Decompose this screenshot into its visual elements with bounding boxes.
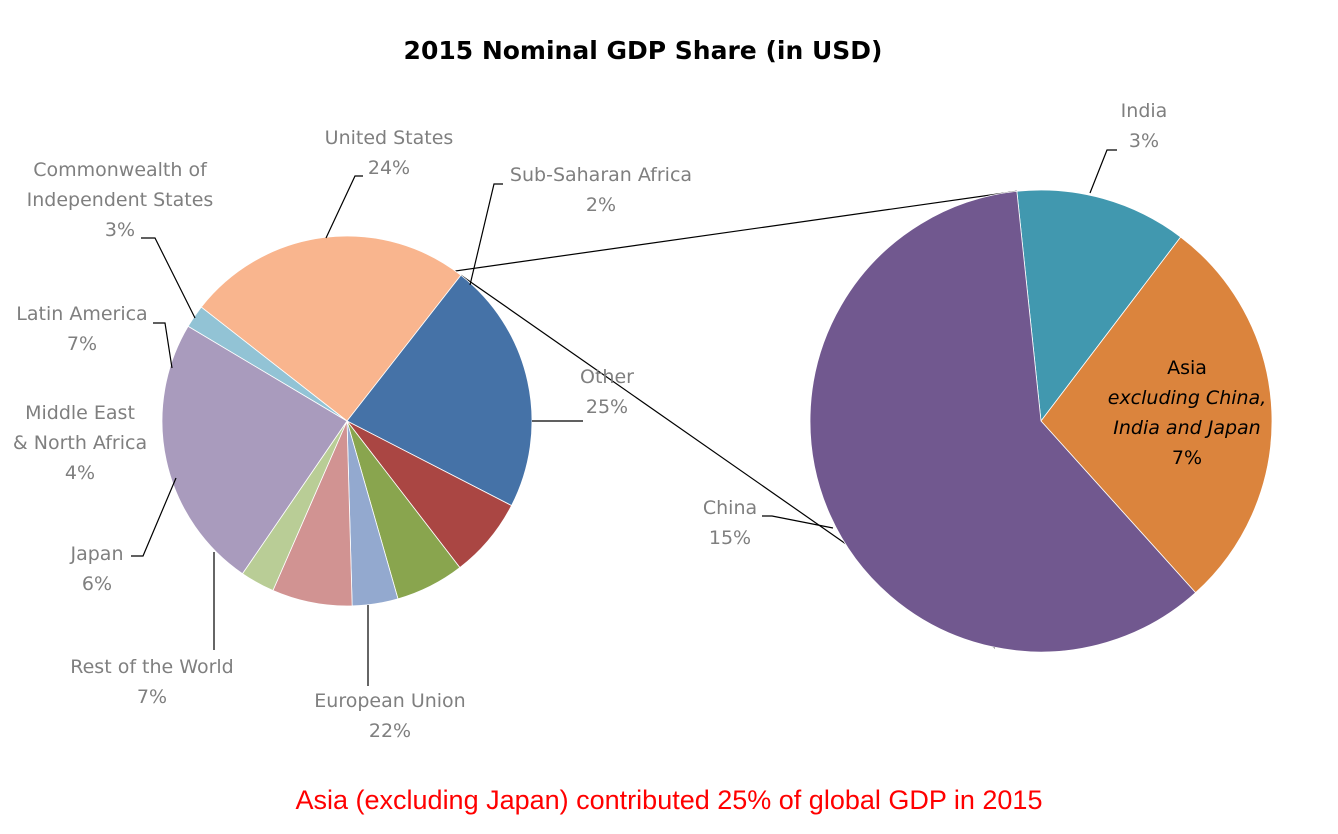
main-value-rest-of-the-world: 7%: [137, 686, 167, 708]
main-label-european-union: European Union 22%: [314, 690, 465, 742]
main-value-united-states: 24%: [368, 157, 410, 179]
main-label-line: Other: [580, 366, 634, 388]
sub-pie: [809, 189, 1273, 653]
sub-leader-china: [762, 515, 834, 529]
main-leader-latin-america: [153, 322, 173, 369]
sub-label-line: excluding China,: [1108, 387, 1267, 409]
main-pie: [161, 235, 533, 607]
main-label-line: & North Africa: [13, 432, 147, 454]
main-label-sub-saharan-africa: Sub-Saharan Africa 2%: [510, 164, 692, 216]
main-label-united-states: United States 24%: [325, 127, 454, 179]
sub-slice-india: [1016, 189, 1182, 423]
main-value-sub-saharan-africa: 2%: [586, 194, 616, 216]
main-value-commonwealth-of-independent-states: 3%: [105, 219, 135, 241]
sub-value-china: 15%: [709, 527, 751, 549]
sub-label-line: India: [1121, 100, 1168, 122]
main-slice-other: [200, 235, 462, 422]
sub-slice-china: [809, 190, 1197, 653]
sub-label-china: China 15%: [703, 497, 757, 549]
main-label-other: Other 25%: [580, 366, 634, 418]
leader-lines: [131, 149, 1117, 686]
sub-value-asia-excluding-china-india-and-japan: 7%: [1172, 447, 1202, 469]
main-value-japan: 6%: [82, 573, 112, 595]
main-value-middle-east-north-africa: 4%: [65, 462, 95, 484]
main-label-line: Latin America: [16, 303, 147, 325]
data-labels: Other 25% European Union 22% Rest of the Wor…: [13, 100, 1266, 742]
main-label-line: Commonwealth of: [33, 159, 208, 181]
sub-label-asia-excluding-china-india-and-japan: Asia excluding China, India and Japan 7%: [1108, 357, 1267, 469]
sub-label-india: India 3%: [1121, 100, 1168, 152]
main-label-line: Rest of the World: [70, 656, 233, 678]
main-leader-japan: [131, 477, 177, 557]
main-label-latin-america: Latin America 7%: [16, 303, 147, 355]
main-label-line: European Union: [314, 690, 465, 712]
main-label-middle-east-north-africa: Middle East & North Africa 4%: [13, 402, 147, 484]
sub-label-line: Asia: [1167, 357, 1207, 379]
main-label-commonwealth-of-independent-states: Commonwealth of Independent States 3%: [27, 159, 214, 241]
main-leader-united-states: [325, 175, 363, 239]
sub-label-line: India and Japan: [1113, 417, 1260, 439]
chart-title: 2015 Nominal GDP Share (in USD): [404, 36, 883, 65]
main-value-latin-america: 7%: [67, 333, 97, 355]
sub-value-india: 3%: [1129, 130, 1159, 152]
sub-slice-asia-excluding-china-india-and-japan: [1040, 236, 1273, 594]
sub-label-line: China: [703, 497, 757, 519]
caption: Asia (excluding Japan) contributed 25% o…: [296, 785, 1043, 815]
main-label-line: Japan: [70, 543, 124, 565]
main-label-line: Middle East: [25, 402, 135, 424]
sub-leader-india: [1089, 149, 1117, 194]
main-label-line: Independent States: [27, 189, 214, 211]
main-value-european-union: 22%: [369, 720, 411, 742]
main-label-line: Sub-Saharan Africa: [510, 164, 692, 186]
main-value-other: 25%: [586, 396, 628, 418]
main-label-japan: Japan 6%: [70, 543, 124, 595]
main-label-line: United States: [325, 127, 454, 149]
main-slice-european-union: [346, 274, 533, 507]
main-leader-sub-saharan-africa: [469, 183, 503, 286]
main-label-rest-of-the-world: Rest of the World 7%: [70, 656, 233, 708]
main-slice-united-states: [161, 325, 348, 575]
main-leader-commonwealth-of-independent-states: [141, 237, 196, 319]
